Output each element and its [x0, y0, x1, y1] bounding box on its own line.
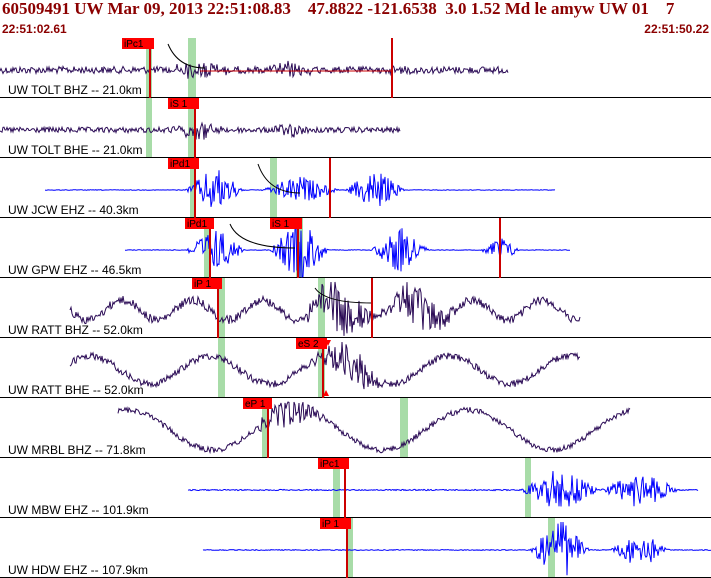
phase-pick-label: iPc1: [320, 459, 340, 470]
trace-panel: iPd1 UW JCW EHZ -- 40.3km: [0, 158, 711, 218]
time-window-shade: [204, 218, 210, 278]
waveform-trace: [187, 471, 699, 507]
time-window-shade: [347, 518, 353, 578]
channel-label: UW HDW EHZ -- 107.9km: [8, 563, 148, 577]
trace-panel: iP 1 UW HDW EHZ -- 107.9km: [0, 518, 711, 578]
time-end-label: 22:51:50.22: [644, 22, 709, 36]
phase-pick-flag[interactable]: [168, 158, 199, 169]
waveform-trace: [44, 170, 556, 207]
phase-pick-label: iP 1: [322, 519, 339, 530]
time-start-label: 22:51:02.61: [2, 22, 67, 36]
time-window-shade: [218, 338, 225, 398]
time-window-shade: [218, 278, 225, 338]
phase-pick-flag[interactable]: [320, 518, 351, 529]
trace-plot-area: iPc1 UW TOLT BHZ -- 21.0km iS 1 UW TOLT BHE…: [0, 38, 711, 578]
trace-panel: iS 1 UW TOLT BHE -- 21.0km: [0, 98, 711, 158]
phase-pick-label: iPd1: [187, 219, 207, 230]
time-window-shade: [548, 518, 555, 578]
phase-pick-flag[interactable]: [185, 218, 214, 229]
phase-pick-flag[interactable]: [318, 458, 349, 469]
predicted-arrival-curve: [314, 287, 373, 304]
channel-label: UW GPW EHZ -- 46.5km: [8, 263, 141, 277]
predicted-arrival-curve: [257, 163, 301, 194]
phase-pick-flag[interactable]: [168, 98, 199, 109]
phase-pick-flag[interactable]: [270, 218, 302, 229]
predicted-arrival-curve: [167, 43, 206, 69]
channel-label: UW RATT BHZ -- 52.0km: [8, 323, 143, 337]
waveform-trace: [69, 281, 581, 336]
time-window-shade: [333, 458, 340, 518]
time-window-shade: [318, 338, 325, 398]
event-header: 60509491 UW Mar 09, 2013 22:51:08.83 47.…: [0, 0, 711, 38]
pick-marker-up-icon: [323, 390, 329, 396]
phase-pick-label: iS 1: [272, 219, 290, 230]
time-window-shade: [262, 398, 268, 458]
waveform-trace: [0, 60, 509, 79]
channel-label: UW RATT BHE -- 52.0km: [8, 383, 144, 397]
phase-pick-flag[interactable]: [243, 398, 272, 409]
trace-panel: eP 1 UW MRBL BHZ -- 71.8km: [0, 398, 711, 458]
channel-label: UW TOLT BHE -- 21.0km: [8, 143, 142, 157]
time-window-shade: [525, 458, 531, 518]
phase-pick-flag[interactable]: [192, 278, 222, 289]
channel-label: UW MBW EHZ -- 101.9km: [8, 503, 149, 517]
event-title: 60509491 UW Mar 09, 2013 22:51:08.83 47.…: [2, 0, 675, 18]
predicted-arrival-curve: [229, 223, 296, 249]
pick-marker-down-icon: [325, 340, 331, 346]
trace-panel: eS 2 UW RATT BHE -- 52.0km: [0, 338, 711, 398]
channel-label: UW TOLT BHZ -- 21.0km: [8, 83, 142, 97]
channel-label: UW JCW EHZ -- 40.3km: [8, 203, 139, 217]
phase-pick-flag[interactable]: [122, 38, 154, 49]
time-window-shade: [400, 398, 408, 458]
waveform-trace: [69, 341, 581, 390]
trace-panel: iPc1 UW TOLT BHZ -- 21.0km: [0, 38, 711, 98]
phase-pick-flag[interactable]: [296, 338, 327, 349]
trace-panel: iPd1 iS 1 UW GPW EHZ -- 46.5km: [0, 218, 711, 278]
phase-pick-label: eS 2: [298, 339, 319, 350]
phase-pick-label: iPd1: [170, 159, 190, 170]
waveform-trace: [124, 225, 571, 278]
phase-pick-label: iP 1: [194, 279, 211, 290]
waveform-trace: [202, 521, 711, 576]
phase-pick-label: eP 1: [245, 399, 266, 410]
time-window-shade: [270, 158, 277, 218]
time-window-shade: [190, 158, 196, 218]
trace-panel: iP 1 UW RATT BHZ -- 52.0km: [0, 278, 711, 338]
trace-panel: iPc1 UW MBW EHZ -- 101.9km: [0, 458, 711, 518]
time-window-shade: [188, 38, 196, 98]
waveform-trace: [0, 121, 401, 140]
waveform-trace: [117, 401, 631, 455]
phase-pick-label: iPc1: [124, 39, 144, 50]
phase-pick-label: iS 1: [170, 99, 188, 110]
channel-label: UW MRBL BHZ -- 71.8km: [8, 443, 146, 457]
